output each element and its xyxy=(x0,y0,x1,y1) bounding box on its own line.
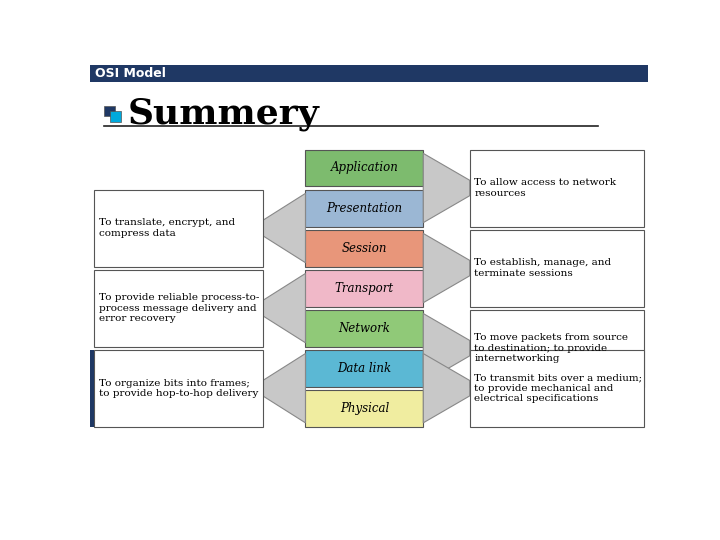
Polygon shape xyxy=(423,314,469,383)
Text: To provide reliable process-to-
process message delivery and
error recovery: To provide reliable process-to- process … xyxy=(99,293,259,323)
FancyBboxPatch shape xyxy=(305,190,423,226)
Text: Network: Network xyxy=(338,322,390,335)
FancyBboxPatch shape xyxy=(305,309,423,347)
FancyBboxPatch shape xyxy=(90,65,648,82)
Text: Transport: Transport xyxy=(335,281,394,295)
FancyBboxPatch shape xyxy=(94,190,263,267)
Text: Application: Application xyxy=(330,161,398,174)
FancyBboxPatch shape xyxy=(469,350,644,427)
FancyBboxPatch shape xyxy=(305,390,423,427)
Polygon shape xyxy=(263,193,305,262)
FancyBboxPatch shape xyxy=(469,150,644,226)
Text: OSI Model: OSI Model xyxy=(96,67,166,80)
Text: To organize bits into frames;
to provide hop-to-hop delivery: To organize bits into frames; to provide… xyxy=(99,379,258,398)
Text: To move packets from source
to destination; to provide
internetworking: To move packets from source to destinati… xyxy=(474,333,629,363)
FancyBboxPatch shape xyxy=(305,350,423,387)
Polygon shape xyxy=(423,153,469,222)
FancyBboxPatch shape xyxy=(305,230,423,267)
Text: To transmit bits over a medium;
to provide mechanical and
electrical specificati: To transmit bits over a medium; to provi… xyxy=(474,373,642,403)
Text: To establish, manage, and
terminate sessions: To establish, manage, and terminate sess… xyxy=(474,258,611,278)
Text: Session: Session xyxy=(341,241,387,254)
Text: To translate, encrypt, and
compress data: To translate, encrypt, and compress data xyxy=(99,218,235,238)
Polygon shape xyxy=(263,273,305,343)
Text: Data link: Data link xyxy=(337,362,392,375)
FancyBboxPatch shape xyxy=(90,350,94,427)
Text: Summery: Summery xyxy=(127,97,319,131)
Text: To allow access to network
resources: To allow access to network resources xyxy=(474,178,616,198)
Text: Presentation: Presentation xyxy=(326,201,402,214)
FancyBboxPatch shape xyxy=(305,150,423,186)
FancyBboxPatch shape xyxy=(110,111,121,122)
Text: Physical: Physical xyxy=(340,402,389,415)
Polygon shape xyxy=(423,354,469,423)
FancyBboxPatch shape xyxy=(94,350,263,427)
FancyBboxPatch shape xyxy=(469,309,644,387)
FancyBboxPatch shape xyxy=(469,230,644,307)
FancyBboxPatch shape xyxy=(305,269,423,307)
Polygon shape xyxy=(423,233,469,303)
FancyBboxPatch shape xyxy=(104,106,114,117)
Polygon shape xyxy=(263,354,305,423)
FancyBboxPatch shape xyxy=(94,269,263,347)
